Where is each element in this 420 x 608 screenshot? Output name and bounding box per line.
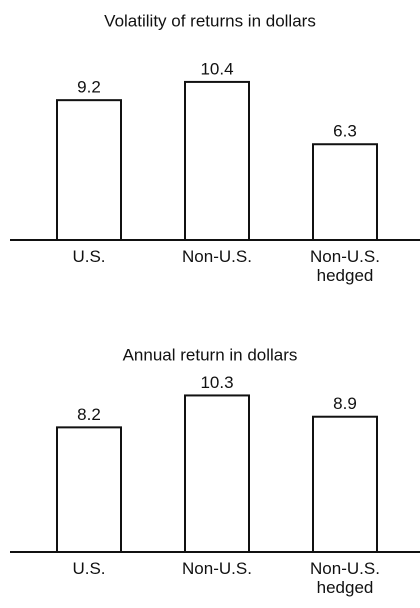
category-label: Non-U.S. bbox=[182, 247, 252, 266]
category-label: Non-U.S. hedged bbox=[310, 247, 380, 285]
data-label: 10.3 bbox=[200, 373, 233, 392]
category-label: U.S. bbox=[72, 247, 106, 266]
data-label: 9.2 bbox=[77, 78, 101, 97]
bar bbox=[312, 143, 378, 242]
category-label: U.S. bbox=[72, 559, 106, 578]
category-label: Non-U.S. bbox=[182, 559, 252, 578]
data-label: 6.3 bbox=[333, 122, 357, 141]
data-label: 8.9 bbox=[333, 394, 357, 413]
bar bbox=[184, 394, 250, 553]
category-label: Non-U.S. hedged bbox=[310, 559, 380, 597]
data-label: 10.4 bbox=[200, 59, 233, 78]
bar bbox=[184, 80, 250, 241]
bar bbox=[312, 415, 378, 553]
bar bbox=[56, 426, 122, 553]
chart-title: Annual return in dollars bbox=[123, 345, 298, 364]
data-label: 8.2 bbox=[77, 405, 101, 424]
bar bbox=[56, 99, 122, 241]
chart-title: Volatility of returns in dollars bbox=[104, 11, 316, 30]
